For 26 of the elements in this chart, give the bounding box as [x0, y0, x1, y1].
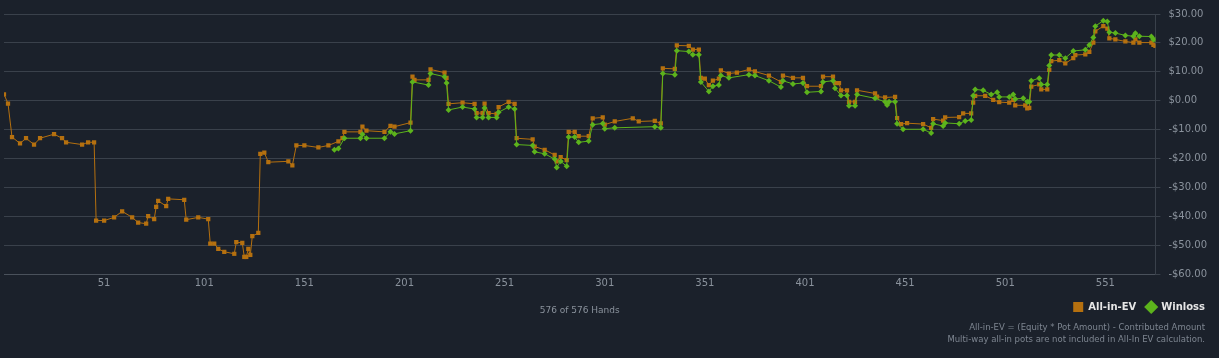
x-tick-label: 151	[294, 276, 314, 288]
text: Multi-way all-in pots are not included in All-In EV calculation.	[947, 334, 1205, 345]
x-tick-label: 51	[97, 276, 111, 288]
y-tick-label: $0.00	[1168, 94, 1198, 106]
x-tick-label: 351	[695, 276, 715, 288]
x-tick-label: 301	[595, 276, 615, 288]
y-tick-label: -$60.00	[1168, 267, 1208, 279]
x-tick-label: 201	[394, 276, 415, 288]
y-tick-label: -$50.00	[1168, 238, 1208, 250]
x-tick-label: 451	[895, 276, 915, 288]
y-tick-label: $20.00	[1168, 36, 1204, 48]
y-tick-label: -$10.00	[1168, 123, 1208, 135]
y-tick-label: $10.00	[1168, 65, 1204, 77]
x-tick-label: 251	[495, 276, 515, 288]
y-tick-label: -$20.00	[1168, 152, 1208, 164]
text: All-in-EV = (Equity * Pot Amount) - Contributed Amount	[969, 322, 1206, 333]
x-tick-label: 401	[795, 276, 815, 288]
x-axis-title: 576 of 576 Hands	[539, 305, 621, 316]
legend-label: Winloss	[1161, 300, 1206, 312]
y-tick-label: -$40.00	[1168, 209, 1208, 221]
y-tick-label: $30.00	[1168, 7, 1204, 19]
y-tick-label: -$30.00	[1168, 180, 1208, 192]
x-tick-label: 101	[194, 276, 214, 288]
legend-label: All-in-EV	[1088, 300, 1137, 312]
x-tick-label: 501	[995, 276, 1015, 288]
x-tick-label: 551	[1095, 276, 1115, 288]
